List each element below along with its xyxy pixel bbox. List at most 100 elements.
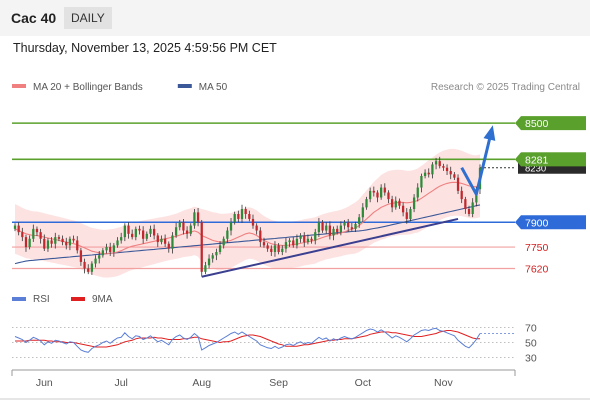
candle-body: [211, 255, 214, 259]
last-price-label: 8230: [525, 164, 546, 175]
candle-body: [343, 222, 346, 226]
candle-body: [372, 190, 375, 193]
candle-body: [101, 250, 105, 256]
candle-body: [244, 209, 247, 214]
trendline: [201, 217, 459, 278]
level-label-overlay: 8281: [525, 154, 549, 166]
candle-body: [43, 238, 46, 249]
candle-body: [449, 171, 452, 175]
candle-body: [467, 209, 471, 214]
candle-body: [347, 222, 350, 228]
candle-body: [142, 230, 145, 239]
period-button[interactable]: DAILY: [64, 7, 112, 29]
candle-body: [24, 237, 28, 248]
chart-datetime: Thursday, November 13, 2025 4:59:56 PM C…: [13, 41, 277, 55]
candle-body: [471, 202, 474, 214]
candle-body: [182, 222, 185, 231]
candle-body: [416, 187, 419, 198]
x-tick-label: Aug: [192, 377, 211, 389]
candle-body: [83, 261, 86, 269]
candle-body: [61, 238, 64, 243]
rsi-tick-label: 70: [525, 323, 537, 335]
candle-body: [226, 230, 229, 239]
candle-body: [475, 189, 478, 203]
candle-body: [270, 248, 273, 252]
candle-body: [94, 258, 97, 264]
candle-body: [387, 192, 390, 200]
candle-body: [200, 222, 203, 272]
candle-body: [229, 222, 233, 231]
candle-body: [434, 161, 438, 165]
candle-body: [284, 242, 288, 249]
candle-body: [17, 225, 20, 233]
candle-body: [76, 240, 79, 251]
candle-body: [409, 209, 412, 219]
candle-body: [167, 243, 170, 249]
candle-body: [314, 232, 317, 241]
candle-body: [57, 237, 61, 239]
candle-body: [131, 233, 134, 238]
candle-body: [90, 263, 94, 272]
candle-body: [65, 242, 68, 246]
candle-body: [50, 240, 53, 244]
candle-body: [152, 228, 156, 236]
candle-body: [109, 247, 112, 252]
candle-body: [266, 245, 269, 249]
level-badge-8500: [515, 116, 586, 131]
candle-body: [277, 245, 280, 252]
candle-body: [13, 225, 17, 229]
candle-body: [354, 223, 357, 229]
candle-body: [127, 225, 130, 234]
candle-body: [328, 225, 332, 236]
candle-body: [196, 212, 200, 223]
candle-body: [321, 222, 324, 231]
candle-body: [442, 166, 445, 168]
level-label-7900: 7900: [525, 217, 549, 229]
candle-body: [292, 240, 295, 246]
level-label-7750: 7750: [525, 242, 549, 254]
candle-body: [46, 240, 50, 249]
candle-body: [54, 237, 57, 244]
candle-body: [105, 247, 108, 251]
candle-body: [460, 190, 463, 200]
candle-body: [189, 225, 192, 234]
candle-body: [412, 197, 416, 210]
candle-body: [215, 252, 218, 256]
candle-body: [262, 242, 266, 246]
candle-body: [295, 238, 299, 246]
candle-body: [237, 214, 240, 219]
candle-body: [369, 190, 372, 200]
candle-body: [35, 228, 39, 233]
x-tick-label: Oct: [355, 377, 371, 389]
bottom-border: [0, 398, 590, 400]
candle-body: [160, 238, 163, 243]
candle-body: [171, 235, 174, 249]
candle-body: [259, 230, 262, 243]
x-tick-label: Jul: [114, 377, 127, 389]
candle-body: [149, 228, 152, 234]
candle-body: [28, 238, 31, 248]
level-badge-overlay: [515, 152, 586, 167]
candle-body: [185, 230, 189, 234]
symbol-title: Cac 40: [11, 10, 57, 26]
candle-body: [332, 228, 335, 236]
candle-body: [156, 235, 159, 243]
candle-body: [163, 238, 167, 244]
legend-swatch-bottom: [12, 297, 26, 301]
legend-label-top: MA 20 + Bollinger Bands: [33, 82, 143, 93]
candle-body: [112, 245, 115, 252]
candle-body: [204, 265, 207, 272]
forecast-arrow: [460, 132, 493, 196]
candle-body: [72, 238, 75, 241]
rsi-tick-label: 30: [525, 353, 537, 365]
level-label-8500: 8500: [525, 118, 549, 130]
candle-body: [405, 212, 408, 219]
chart-header: Cac 40 DAILY: [0, 0, 590, 36]
candle-body: [401, 205, 405, 213]
candle-body: [464, 199, 467, 210]
candle-body: [380, 187, 383, 198]
legend-swatch-bottom: [71, 297, 85, 301]
candle-body: [336, 228, 339, 233]
candle-body: [123, 225, 126, 238]
candle-body: [299, 235, 302, 239]
